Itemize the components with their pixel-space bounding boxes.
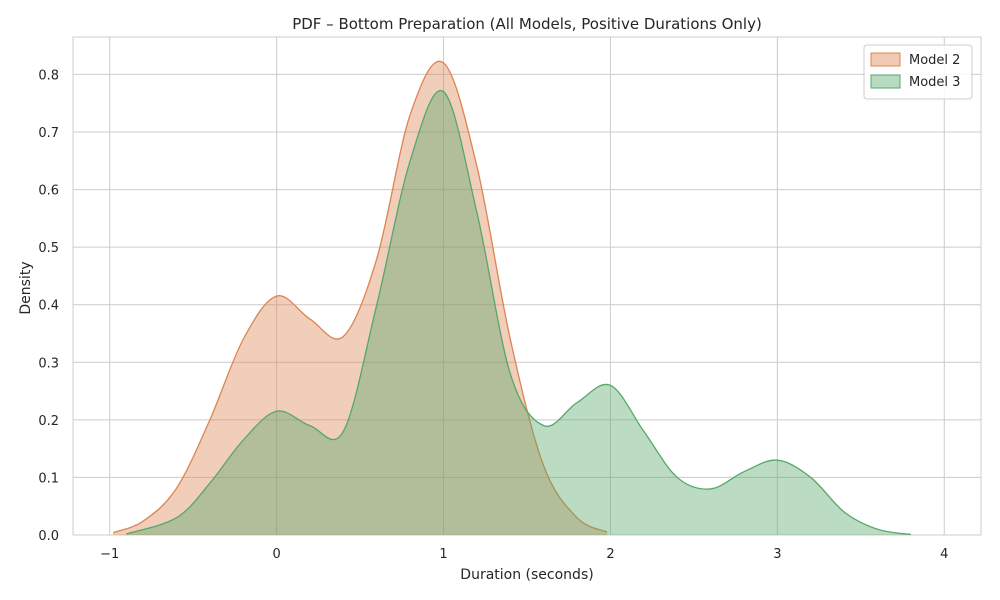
- y-tick-label: 0.2: [38, 414, 59, 429]
- x-tick-label: 1: [439, 547, 447, 562]
- y-tick-label: 0.0: [38, 529, 59, 544]
- x-tick-label: 4: [940, 547, 948, 562]
- x-tick-label: 2: [606, 547, 614, 562]
- y-tick-label: 0.4: [38, 299, 59, 314]
- y-axis-title: Density: [18, 261, 34, 314]
- density-line-model-3: [126, 89, 911, 536]
- y-tick-label: 0.7: [38, 126, 59, 141]
- x-tick-label: 3: [773, 547, 781, 562]
- area-fill-model-3: [126, 90, 911, 536]
- legend-swatch-model-3: [870, 74, 901, 89]
- legend-label-model-2: Model 2: [909, 53, 960, 68]
- y-tick-label: 0.1: [38, 471, 59, 486]
- y-tick-label: 0.8: [38, 68, 59, 83]
- x-axis-title: Duration (seconds): [460, 567, 593, 583]
- x-axis-ticks: −1 0 1 2 3 4: [100, 547, 948, 562]
- x-tick-label: −1: [100, 547, 119, 562]
- y-axis-ticks: 0.0 0.1 0.2 0.3 0.4 0.5 0.6 0.7 0.8: [38, 68, 59, 544]
- area-fill-model-2: [113, 61, 608, 535]
- x-tick-label: 0: [272, 547, 280, 562]
- legend-label-model-3: Model 3: [909, 75, 960, 90]
- grid: [73, 37, 981, 536]
- chart-title: PDF – Bottom Preparation (All Models, Po…: [292, 15, 762, 33]
- density-areas: [112, 60, 911, 536]
- y-tick-label: 0.3: [38, 356, 59, 371]
- density-line-model-2: [112, 60, 608, 534]
- legend-swatch-model-2: [870, 52, 901, 67]
- legend: Model 2 Model 3: [863, 44, 973, 100]
- plot-area-background: [72, 36, 982, 536]
- y-tick-label: 0.5: [38, 241, 59, 256]
- y-tick-label: 0.6: [38, 184, 59, 199]
